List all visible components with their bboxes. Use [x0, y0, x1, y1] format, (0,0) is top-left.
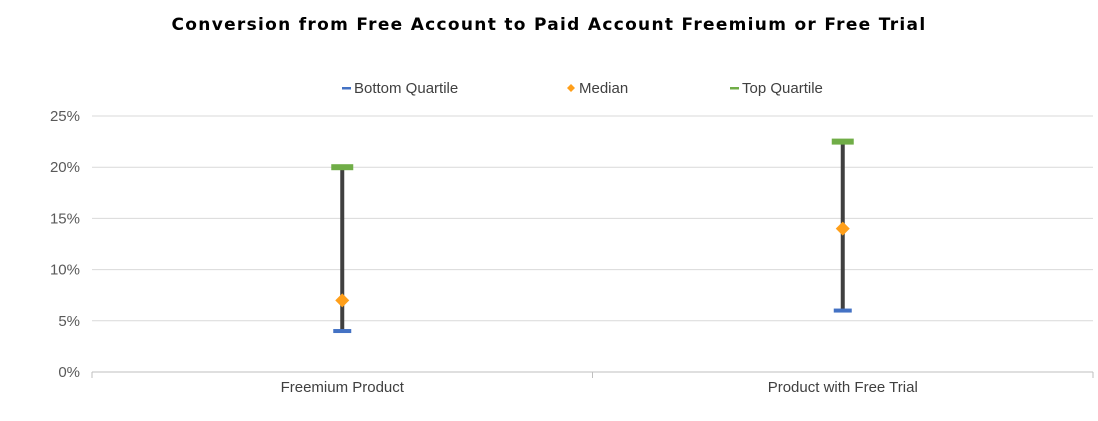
- axes: 0% 5% 10% 15% 20% 25% Freemium Product Product …: [50, 108, 1094, 396]
- y-tick-label: 20%: [50, 159, 80, 176]
- x-tick-label: Product with Free Trial: [768, 379, 918, 396]
- y-tick-label: 15%: [50, 210, 80, 227]
- x-tick-label: Freemium Product: [281, 379, 405, 396]
- legend-label: Top Quartile: [742, 80, 823, 97]
- top-quartile-marker: [831, 138, 854, 145]
- bottom-quartile-marker: [333, 329, 352, 334]
- y-tick-label: 0%: [58, 364, 80, 381]
- y-tick-label: 10%: [50, 262, 80, 279]
- legend-swatch: [730, 87, 739, 90]
- chart-title: Conversion from Free Account to Paid Acc…: [171, 15, 927, 35]
- legend-label: Bottom Quartile: [354, 80, 458, 97]
- y-tick-label: 5%: [58, 313, 80, 330]
- range-lines: [340, 141, 845, 332]
- legend: Bottom Quartile Median Top Quartile: [342, 80, 823, 97]
- legend-swatch: [342, 87, 351, 90]
- gridlines: [92, 115, 1093, 322]
- y-tick-label: 25%: [50, 108, 80, 125]
- markers: [331, 138, 854, 334]
- median-marker: [835, 221, 850, 236]
- legend-swatch: [567, 84, 575, 92]
- bottom-quartile-marker: [833, 308, 852, 313]
- top-quartile-marker: [331, 164, 354, 171]
- median-marker: [335, 293, 350, 308]
- legend-label: Median: [579, 80, 628, 97]
